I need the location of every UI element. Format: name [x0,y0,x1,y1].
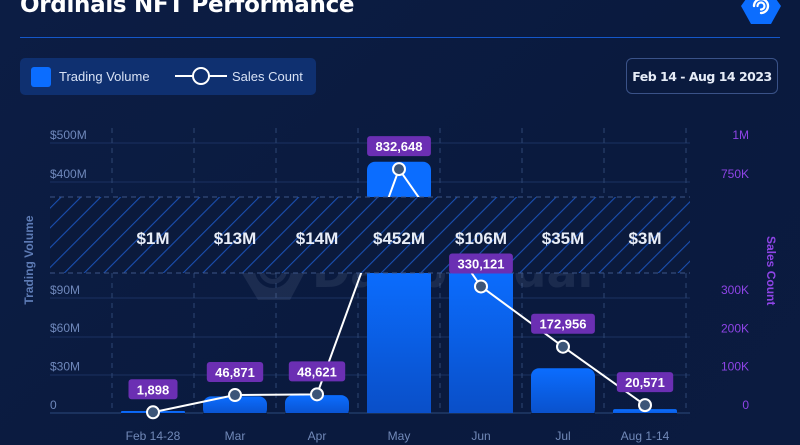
y-tick-right: 1M [732,128,749,142]
sales-count-label-bg [531,313,595,334]
x-tick-label: May [388,429,411,443]
bar-value-label: $35M [542,229,585,248]
sales-count-label: 48,621 [288,361,346,382]
bar-trading-volume [613,409,677,417]
x-tick-label: Mar [225,429,246,443]
sales-count-label-text: 172,956 [540,317,587,332]
legend-trading-volume: Trading Volume [59,69,150,84]
sales-count-label-bg [288,361,346,382]
bar-lower-segment [449,273,513,413]
x-tick-label: Aug 1-14 [621,429,670,443]
y-tick-left: $500M [50,128,87,142]
bar-trading-volume [203,396,267,417]
bar-segment [203,396,267,417]
x-tick-label: Apr [308,429,327,443]
header-divider [20,37,780,38]
bar-value-label: $1M [136,229,169,248]
sales-count-label-bg [449,253,513,274]
y-tick-right: 100K [721,360,749,374]
bar-segment [531,368,595,417]
page-title: Ordinals NFT Performance [20,0,355,18]
axis-break-hatch [50,197,690,273]
y-tick-left: $60M [50,321,80,335]
sales-count-point [638,398,652,413]
y-tick-right: 200K [721,321,749,335]
x-tick-label: Feb 14-28 [126,429,181,443]
sales-count-point [310,387,324,402]
bar-value-label: $13M [214,229,257,248]
bar-upper-segment [367,161,431,197]
y-tick-left: $400M [50,167,87,181]
sales-count-label-text: 1,898 [137,382,170,397]
bar-trading-volume [531,368,595,417]
bar-value-label: $14M [296,229,339,248]
sales-count-label-text: 832,648 [376,139,423,154]
sales-count-point [474,279,488,294]
sales-count-label: 20,571 [616,372,674,393]
sales-count-label: 330,121 [449,253,513,274]
bar-value-label: $452M [373,229,425,248]
sales-count-label-text: 330,121 [458,256,505,271]
sales-count-label-bg [128,379,178,400]
sales-count-label: 172,956 [531,313,595,334]
dappradar-logo-icon [741,0,781,24]
bar-trading-volume [285,395,349,417]
x-tick-label: Jul [555,429,570,443]
date-range-badge: Feb 14 - Aug 14 2023 [626,58,778,94]
legend-sales-count: Sales Count [232,69,303,84]
date-range-text: Feb 14 - Aug 14 2023 [632,69,772,84]
sales-count-point [146,405,160,420]
sales-count-label-text: 46,871 [215,365,255,380]
bar-value-label: $106M [455,229,507,248]
y-tick-right: 0 [742,398,749,412]
chart-legend: Trading Volume Sales Count [20,58,316,95]
x-tick-label: Jun [471,429,490,443]
y-tick-left: 0 [50,398,57,412]
sales-count-label-bg [206,362,264,383]
sales-count-label: 46,871 [206,362,264,383]
bar-lower-segment [367,273,431,413]
trading-volume-swatch-icon [31,67,51,87]
bar-trading-volume [449,273,513,413]
sales-count-label-text: 20,571 [625,375,665,390]
sales-count-label-text: 48,621 [297,364,337,379]
y-tick-right: 750K [721,167,749,181]
sales-count-point [556,339,570,354]
y-tick-left: $30M [50,360,80,374]
sales-count-point [228,388,242,403]
sales-count-label: 1,898 [128,379,178,400]
bar-segment [285,395,349,417]
bar-trading-volume [367,161,431,413]
sales-count-label: 832,648 [367,136,431,157]
sales-count-label-bg [616,372,674,393]
sales-count-label-bg [367,136,431,157]
sales-count-point [392,162,406,177]
bar-value-label: $3M [628,229,661,248]
y-tick-left: $90M [50,283,80,297]
sales-count-line-marker-icon [175,67,227,85]
y-tick-right: 300K [721,283,749,297]
